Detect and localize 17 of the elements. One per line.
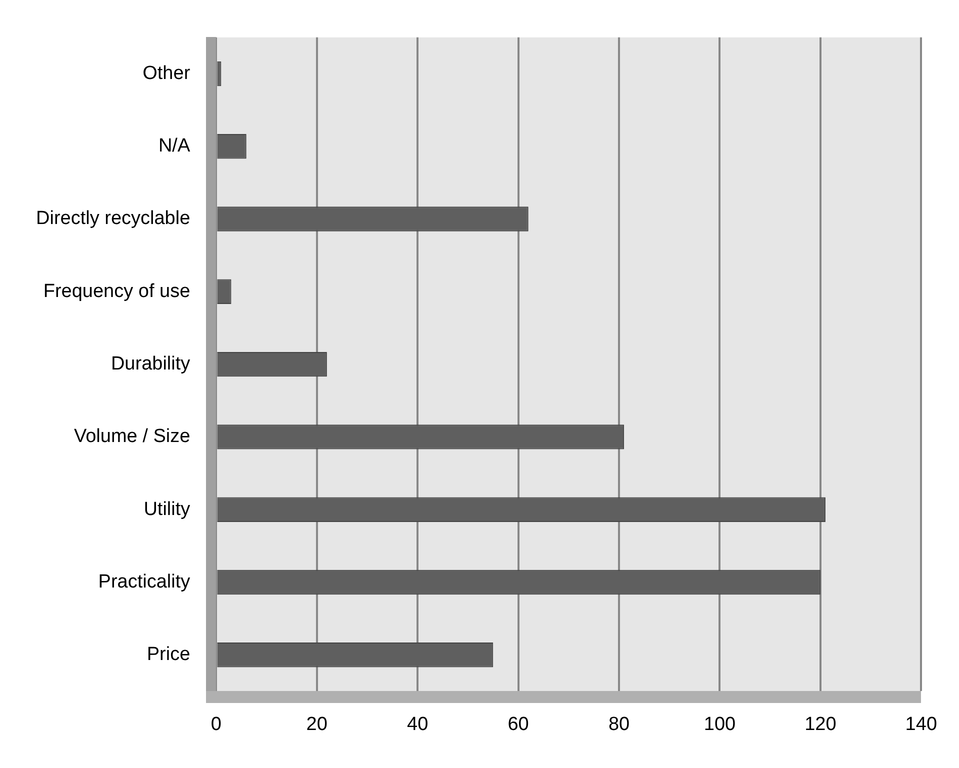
x-tick-label: 120 [804, 714, 836, 735]
x-tick-label: 80 [608, 714, 630, 735]
x-tick-label: 0 [210, 714, 222, 735]
x-tick-label: 60 [508, 714, 529, 735]
y-tick-label: N/A [158, 136, 190, 157]
y-tick-label: Practicality [98, 571, 191, 592]
y-tick-label: Utility [144, 498, 191, 520]
y-tick-label: Price [146, 644, 190, 666]
x-tick-label: 20 [306, 714, 328, 735]
y-tick-label: Other [142, 62, 191, 84]
x-tick-label: 140 [905, 714, 937, 735]
y-tick-label: Durability [110, 354, 191, 375]
y-tick-label: Frequency of use [43, 280, 190, 302]
x-tick-label: 100 [704, 714, 736, 735]
y-tick-label: Directly recyclable [36, 208, 190, 230]
x-tick-label: 40 [407, 714, 428, 735]
y-tick-label: Volume / Size [74, 426, 190, 448]
